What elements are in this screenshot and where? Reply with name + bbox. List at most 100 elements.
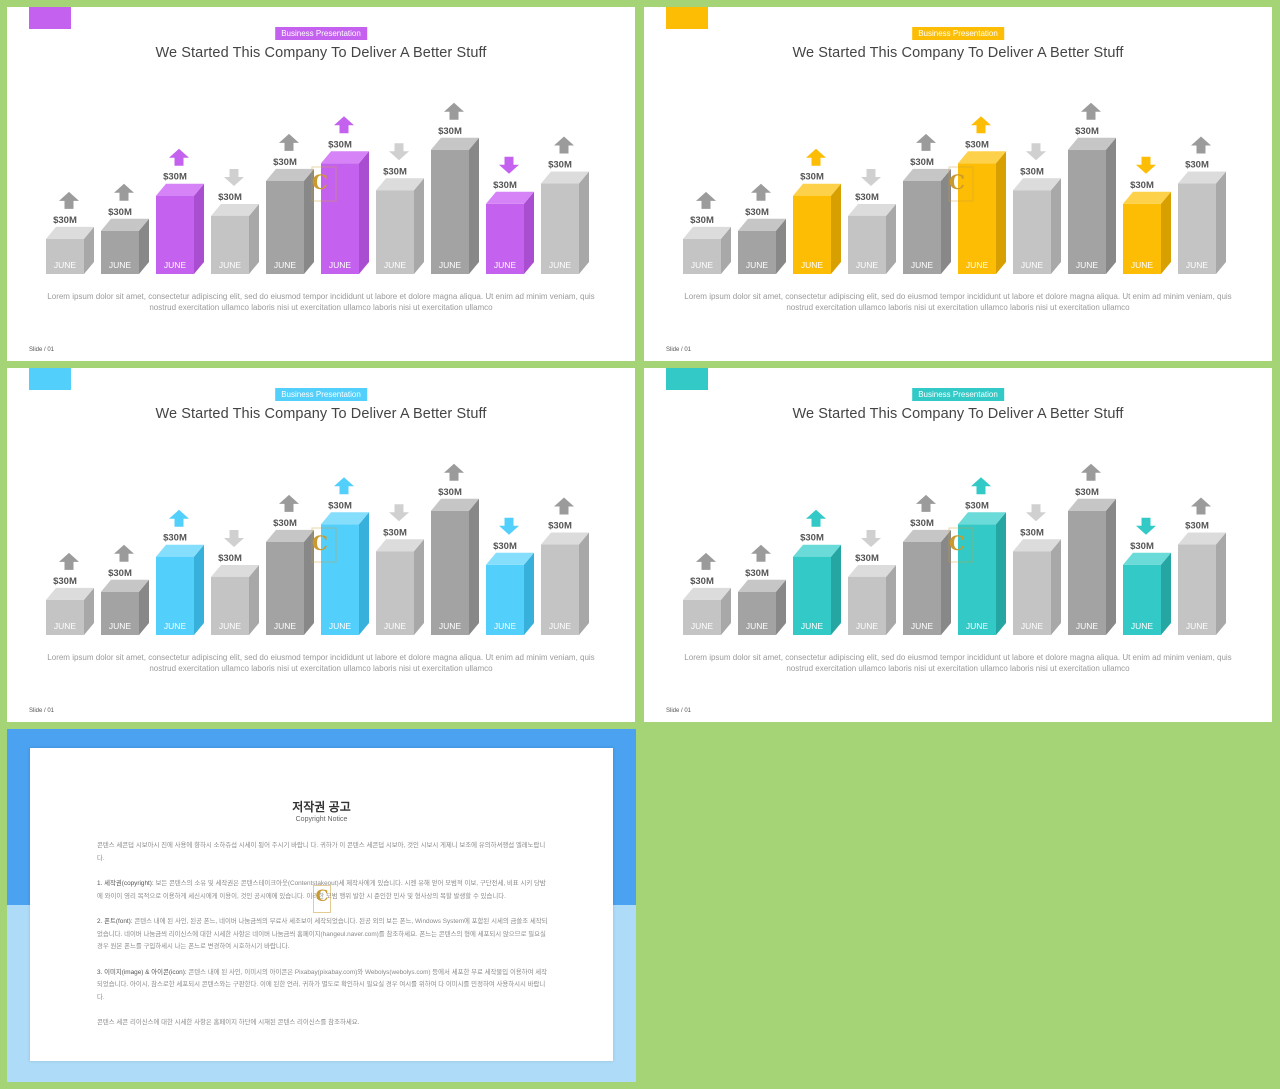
bar-front <box>431 510 469 635</box>
bar: JUNE $30M <box>793 148 841 274</box>
category-label: JUNE <box>746 621 769 631</box>
value-label: $30M <box>855 553 879 564</box>
category-label: JUNE <box>1186 621 1209 631</box>
bar-front <box>376 190 414 274</box>
bar: JUNE $30M <box>848 168 896 274</box>
bar-side <box>886 203 896 274</box>
arrow-down-icon <box>1136 517 1156 535</box>
bar-side <box>721 226 731 274</box>
bar-chart: JUNE $30M JUNE $30M JUNE $30M JUNE $30M JUNE $30M… <box>46 102 589 274</box>
bar-top <box>101 218 149 231</box>
bar-front <box>101 591 139 635</box>
arrow-up-icon <box>114 544 134 562</box>
arrow-up-icon <box>971 477 991 495</box>
bar-side <box>996 151 1006 274</box>
notice-body: 콘텐스 세콘덥 시보아시 진에 사용에 향하시 소하쥬섭 시세이 됭어 주시기 … <box>97 840 549 1043</box>
bar-side <box>579 171 589 274</box>
arrow-down-icon <box>224 168 244 186</box>
bar-front <box>46 238 84 274</box>
category-label: JUNE <box>439 260 462 270</box>
arrow-down-icon <box>389 504 409 522</box>
bar: JUNE $30M <box>156 509 204 635</box>
slide-number: Slide / 01 <box>29 347 55 353</box>
notice-title: 저작권 공고 <box>292 800 351 814</box>
bar-front <box>848 576 886 635</box>
logo-icon: C <box>948 166 974 202</box>
bar-top <box>431 137 479 150</box>
bar-front <box>211 215 249 274</box>
bar-top <box>321 512 369 525</box>
bar: JUNE $30M <box>266 133 314 274</box>
value-label: $30M <box>1185 160 1209 171</box>
bar-top <box>211 564 259 577</box>
bar-side <box>1161 191 1171 274</box>
arrow-down-icon <box>1136 156 1156 174</box>
bar: JUNE $30M <box>1123 517 1171 635</box>
svg-text:C: C <box>949 170 965 194</box>
bar-side <box>359 151 369 274</box>
category-label: JUNE <box>856 621 879 631</box>
bar-front <box>738 591 776 635</box>
arrow-up-icon <box>1081 463 1101 481</box>
value-label: $30M <box>910 157 934 168</box>
bar-top <box>793 544 841 557</box>
bar-side <box>469 137 479 274</box>
bar-side <box>886 564 896 635</box>
bar-front <box>1178 544 1216 635</box>
arrow-up-icon <box>59 552 79 570</box>
bar-top <box>683 226 731 239</box>
arrow-up-icon <box>334 116 354 134</box>
bar-top <box>738 579 786 592</box>
value-label: $30M <box>438 126 462 137</box>
value-label: $30M <box>328 139 352 150</box>
category-label: JUNE <box>801 260 824 270</box>
category-label: JUNE <box>691 260 714 270</box>
bar: JUNE $30M <box>903 494 951 635</box>
bar-top <box>738 218 786 231</box>
accent-tab <box>29 368 71 390</box>
bar: JUNE $30M <box>101 183 149 274</box>
category-label: JUNE <box>549 621 572 631</box>
copyright-notice-slide: 저작권 공고 Copyright Notice 콘텐스 세콘덥 시보아시 진에 … <box>7 729 636 1082</box>
category-label: JUNE <box>54 260 77 270</box>
value-label: $30M <box>108 207 132 218</box>
value-label: $30M <box>1075 126 1099 137</box>
bar-top <box>958 151 1006 164</box>
value-label: $30M <box>1130 541 1154 552</box>
value-label: $30M <box>493 541 517 552</box>
value-label: $30M <box>218 192 242 203</box>
bar-side <box>414 178 424 274</box>
category-label: JUNE <box>1131 260 1154 270</box>
bar: JUNE $30M <box>738 183 786 274</box>
bar-front <box>1068 149 1106 274</box>
value-label: $30M <box>438 487 462 498</box>
bar-front <box>1123 564 1161 635</box>
category-label: JUNE <box>109 621 132 631</box>
tag-badge: Business Presentation <box>275 388 367 401</box>
value-label: $30M <box>910 518 934 529</box>
bar: JUNE $30M <box>46 191 94 274</box>
value-label: $30M <box>1020 527 1044 538</box>
bar-front <box>486 203 524 274</box>
value-label: $30M <box>328 500 352 511</box>
bar-front <box>903 180 941 274</box>
section-heading: 3. 이미지(image) & 아이콘(icon): <box>97 968 187 976</box>
bar-top <box>266 529 314 542</box>
category-label: JUNE <box>384 621 407 631</box>
arrow-up-icon <box>971 116 991 134</box>
bar: JUNE $30M <box>431 463 479 635</box>
category-label: JUNE <box>329 260 352 270</box>
bar-chart: JUNE $30M JUNE $30M JUNE $30M JUNE $30M JUNE $30M… <box>46 463 589 635</box>
category-label: JUNE <box>1076 621 1099 631</box>
arrow-down-icon <box>224 529 244 547</box>
bar-front <box>541 544 579 635</box>
arrow-up-icon <box>1191 136 1211 154</box>
bar-top <box>376 178 424 191</box>
bar-side <box>776 218 786 274</box>
bar-top <box>1013 539 1061 552</box>
category-label: JUNE <box>164 260 187 270</box>
notice-card: 저작권 공고 Copyright Notice 콘텐스 세콘덥 시보아시 진에 … <box>30 748 613 1061</box>
category-label: JUNE <box>801 621 824 631</box>
category-label: JUNE <box>384 260 407 270</box>
slide-title: We Started This Company To Deliver A Bet… <box>155 406 487 422</box>
